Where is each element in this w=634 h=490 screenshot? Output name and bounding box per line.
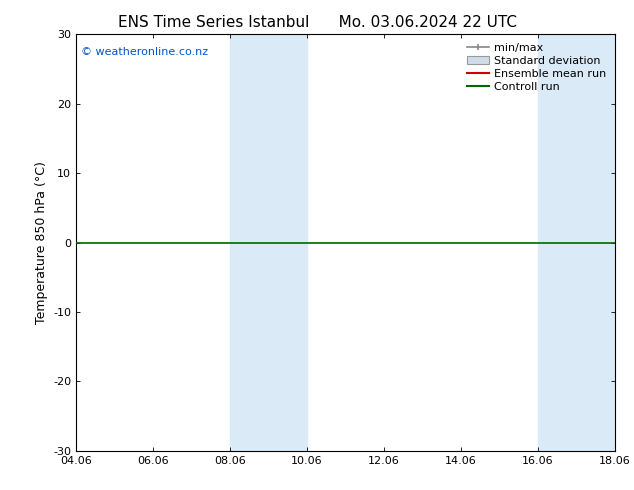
Bar (230, 34, 307, 451)
Y-axis label: Temperature 850 hPa (°C): Temperature 850 hPa (°C) (34, 161, 48, 324)
Text: ENS Time Series Istanbul      Mo. 03.06.2024 22 UTC: ENS Time Series Istanbul Mo. 03.06.2024 … (117, 15, 517, 30)
Bar (538, 34, 615, 451)
Legend: min/max, Standard deviation, Ensemble mean run, Controll run: min/max, Standard deviation, Ensemble me… (464, 40, 609, 95)
Text: © weatheronline.co.nz: © weatheronline.co.nz (81, 47, 209, 57)
